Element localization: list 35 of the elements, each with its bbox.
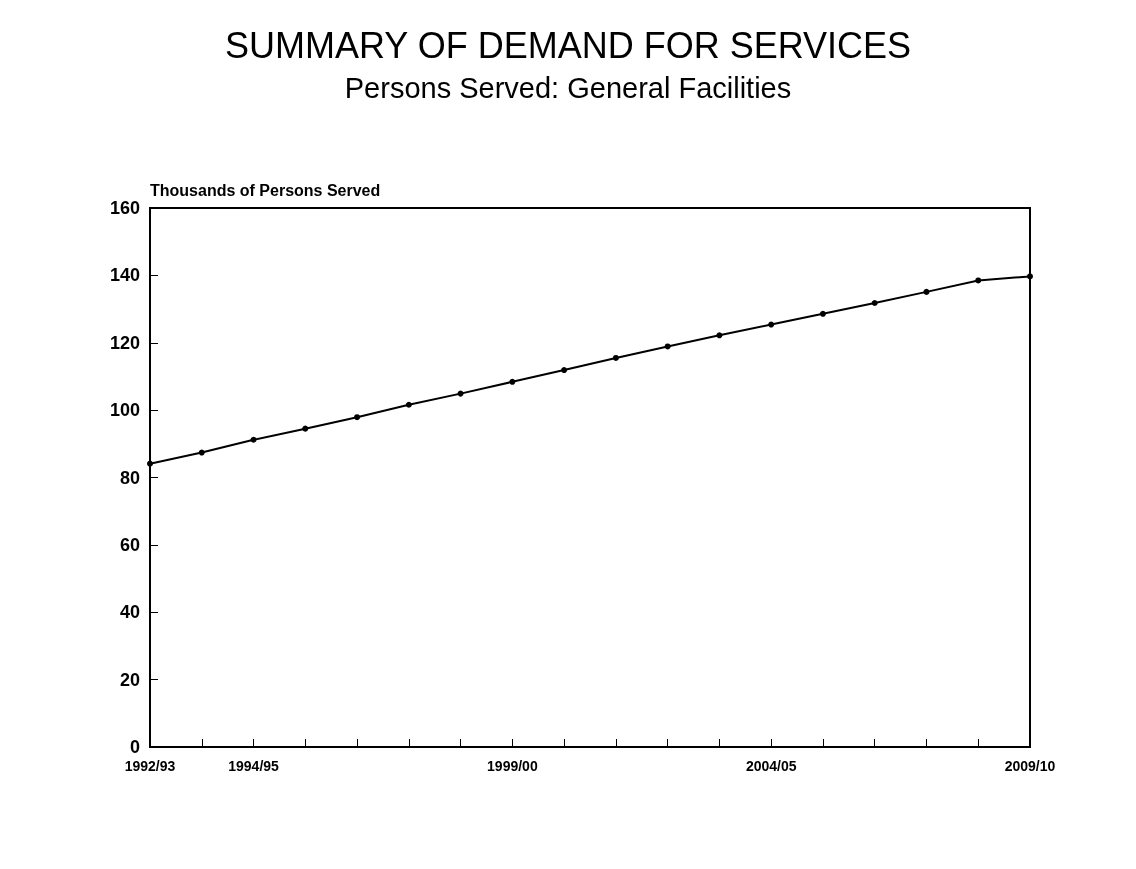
point <box>250 436 257 443</box>
point <box>768 321 775 328</box>
point <box>664 343 671 350</box>
point <box>354 414 361 421</box>
chart-title: SUMMARY OF DEMAND FOR SERVICES <box>224 24 912 66</box>
point <box>716 332 723 339</box>
y-tick-label: 140 <box>109 265 140 286</box>
point <box>975 277 982 284</box>
chart-subtitle: Persons Served: General Facilities <box>344 71 792 104</box>
point <box>612 354 619 361</box>
point <box>302 425 309 432</box>
y-axis-title: Thousands of Persons Served <box>150 181 381 199</box>
x-tick-label: 1992/93 <box>124 758 176 774</box>
point <box>819 310 826 317</box>
point <box>405 401 412 408</box>
point <box>147 460 153 467</box>
x-tick-label: 2004/05 <box>745 758 797 774</box>
y-tick-label: 100 <box>109 400 140 421</box>
x-tick-label: 2009/10 <box>1004 758 1056 774</box>
y-tick-label: 40 <box>119 602 140 623</box>
y-tick-label: 60 <box>119 534 140 555</box>
y-tick-label: 80 <box>119 467 140 488</box>
point <box>457 390 464 397</box>
point <box>923 288 930 295</box>
point <box>509 378 516 385</box>
point <box>561 367 568 374</box>
y-tick-label: 20 <box>119 669 140 690</box>
y-tick-label: 160 <box>109 198 140 218</box>
x-tick-label: 1994/95 <box>228 758 280 774</box>
y-tick-label: 0 <box>129 737 140 757</box>
point <box>1027 273 1033 280</box>
y-tick-label: 120 <box>109 332 140 353</box>
x-tick-label: 1999/00 <box>487 758 538 774</box>
point <box>198 449 205 456</box>
point <box>871 300 878 306</box>
